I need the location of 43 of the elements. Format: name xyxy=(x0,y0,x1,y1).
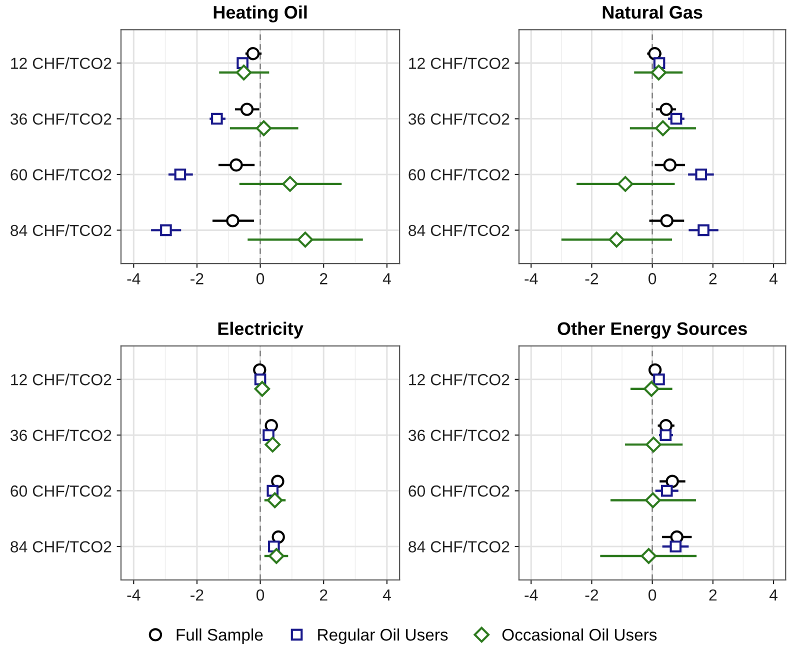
chart-title: Other Energy Sources xyxy=(558,322,747,339)
y-tick-label: 60 CHF/TCO2 xyxy=(408,485,510,497)
x-tick-label: -2 xyxy=(585,273,598,284)
y-tick-label: 36 CHF/TCO2 xyxy=(408,112,510,125)
y-tick-label: 84 CHF/TCO2 xyxy=(408,224,510,236)
x-tick-label: -4 xyxy=(127,273,140,284)
x-tick-label: 2 xyxy=(709,273,717,284)
legend-label: Full Sample xyxy=(176,628,263,644)
x-tick-label: -4 xyxy=(127,590,140,601)
x-tick-label: -4 xyxy=(524,273,538,284)
x-tick-label: 0 xyxy=(648,589,656,601)
chart-title: Electricity xyxy=(218,322,304,339)
x-tick-label: 4 xyxy=(382,273,391,284)
chart-title: Heating Oil xyxy=(214,5,307,22)
x-tick-label: 4 xyxy=(382,590,391,601)
x-tick-label: 2 xyxy=(320,589,328,601)
x-tick-label: 0 xyxy=(648,273,656,284)
y-tick-label: 12 CHF/TCO2 xyxy=(11,374,112,386)
y-tick-label: 84 CHF/TCO2 xyxy=(408,540,510,552)
x-tick-label: 2 xyxy=(320,273,328,284)
y-tick-label: 60 CHF/TCO2 xyxy=(10,485,112,497)
chart-title: Natural Gas xyxy=(602,5,702,19)
x-tick-label: 0 xyxy=(256,589,264,601)
legend-label: Regular Oil Users xyxy=(318,628,448,644)
y-tick-label: 60 CHF/TCO2 xyxy=(408,168,510,180)
x-tick-label: -2 xyxy=(190,589,204,601)
y-tick-label: 12 CHF/TCO2 xyxy=(409,374,510,386)
x-tick-label: 4 xyxy=(769,590,778,601)
x-tick-label: 4 xyxy=(769,273,778,284)
x-tick-label: -2 xyxy=(190,273,204,284)
y-tick-label: 84 CHF/TCO2 xyxy=(10,540,112,552)
x-tick-label: 2 xyxy=(709,589,717,601)
legend-label: Occasional Oil Users xyxy=(502,628,657,641)
y-tick-label: 12 CHF/TCO2 xyxy=(409,57,510,70)
y-tick-label: 60 CHF/TCO2 xyxy=(10,168,112,180)
x-tick-label: -4 xyxy=(524,590,538,601)
y-tick-label: 36 CHF/TCO2 xyxy=(10,112,112,125)
y-tick-label: 36 CHF/TCO2 xyxy=(408,429,510,442)
x-tick-label: 0 xyxy=(256,273,264,284)
x-tick-label: -2 xyxy=(585,589,598,601)
y-tick-label: 84 CHF/TCO2 xyxy=(10,224,112,236)
y-tick-label: 12 CHF/TCO2 xyxy=(11,57,112,70)
y-tick-label: 36 CHF/TCO2 xyxy=(10,429,112,442)
